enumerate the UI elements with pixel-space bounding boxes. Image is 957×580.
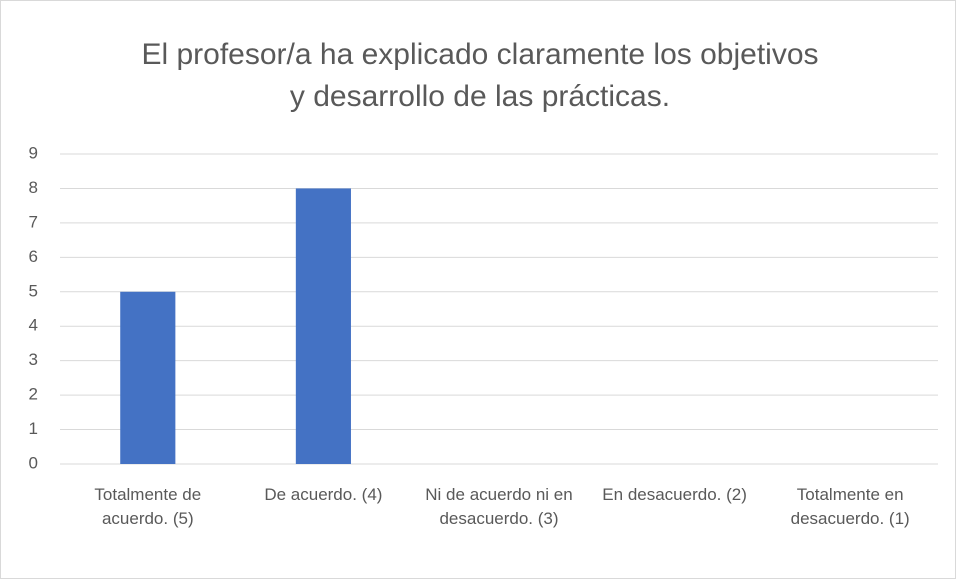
y-tick-label: 8 [29,178,38,197]
x-tick-label: De acuerdo. (4) [264,485,383,504]
y-tick-label: 6 [29,247,38,266]
y-tick-label: 0 [29,453,38,472]
y-tick-label: 5 [29,281,38,300]
y-tick-label: 2 [29,385,38,404]
x-tick-label: En desacuerdo. (2) [602,485,747,504]
x-tick-label: Totalmente de acuerdo. (5) [94,485,202,528]
y-tick-label: 9 [29,143,38,162]
y-tick-label: 7 [29,212,38,231]
y-tick-label: 1 [29,419,38,438]
y-tick-label: 4 [29,316,38,335]
y-tick-label: 3 [29,350,38,369]
bar [120,291,176,464]
chart-title: El profesor/a ha explicado claramente lo… [141,38,819,113]
x-tick-label: Totalmente en desacuerdo. (1) [790,485,910,528]
bar [295,188,351,464]
x-tick-label: Ni de acuerdo ni en desacuerdo. (3) [425,485,573,528]
